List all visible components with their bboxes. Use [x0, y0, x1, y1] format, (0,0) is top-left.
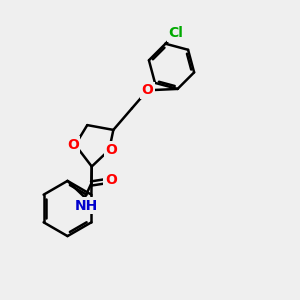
Text: NH: NH [75, 199, 98, 213]
Text: O: O [106, 143, 118, 157]
Text: O: O [105, 173, 117, 188]
Text: O: O [142, 83, 154, 97]
Text: Cl: Cl [169, 26, 184, 40]
Text: O: O [67, 138, 79, 152]
